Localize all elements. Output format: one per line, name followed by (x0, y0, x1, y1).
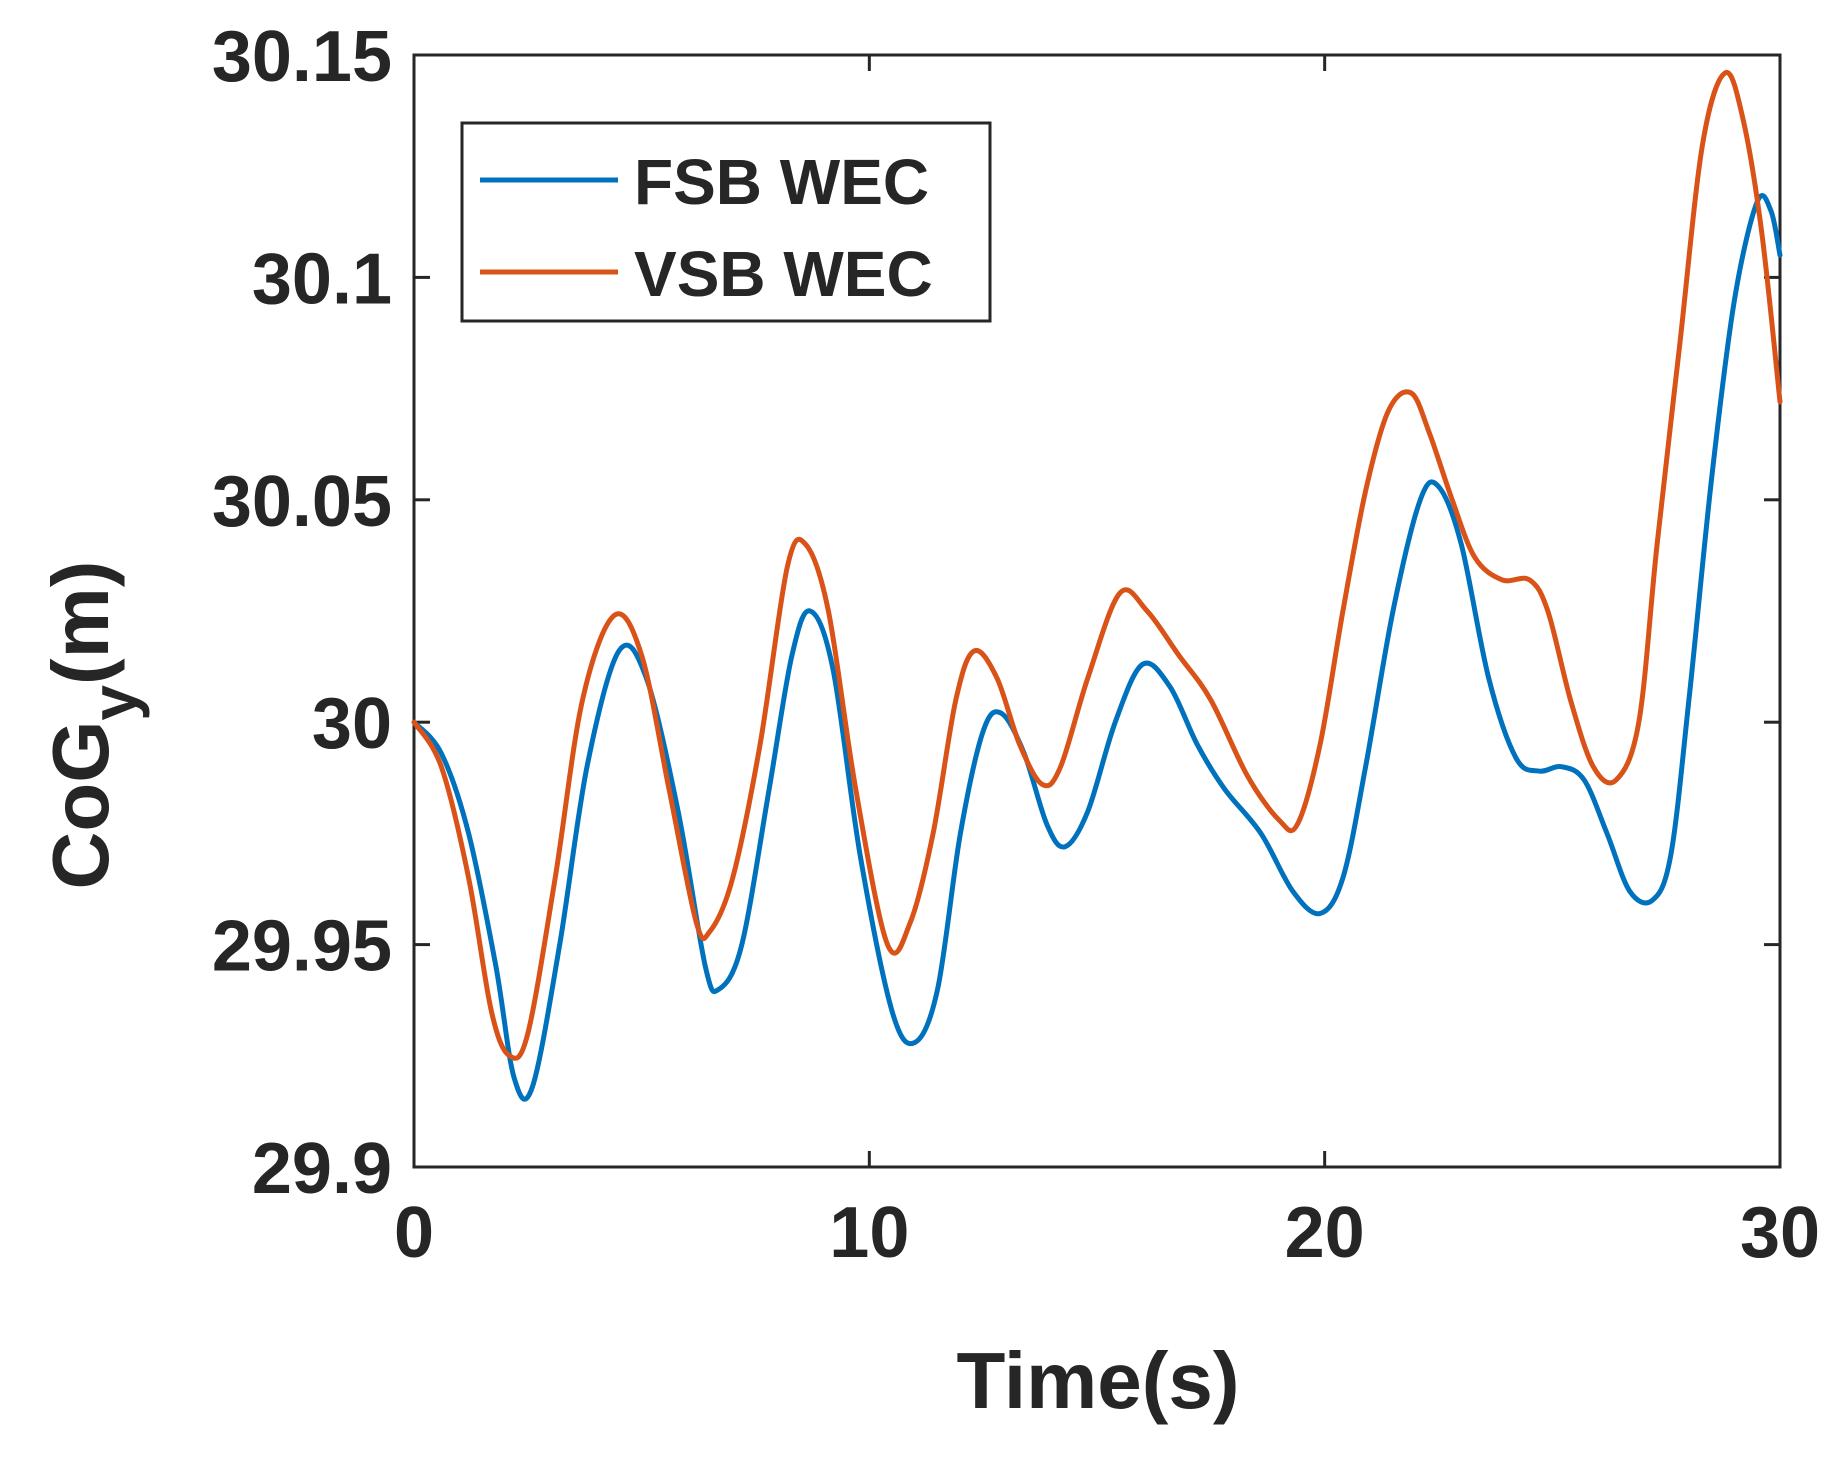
x-axis-label: Time(s) (956, 1336, 1239, 1425)
x-tick-label: 30 (1740, 1193, 1820, 1273)
y-tick-label: 30.15 (212, 17, 392, 97)
y-tick-label: 30 (312, 684, 392, 764)
y-tick-label: 30.05 (212, 462, 392, 542)
y-axis-label-main: CoG (36, 721, 125, 890)
x-tick-label: 0 (394, 1193, 434, 1273)
y-tick-label: 30.1 (252, 239, 392, 319)
plot-area-frame (412, 53, 1782, 1169)
y-axis-ticks: 29.9 29.95 30 30.05 30.1 30.15 (212, 17, 1780, 1209)
y-axis-label-subscript: y (78, 685, 150, 721)
axes-box (412, 53, 1782, 1169)
series-line-vsb-wec (411, 70, 1783, 1061)
legend: FSB WEC VSB WEC (460, 121, 992, 323)
x-tick-label: 10 (829, 1193, 909, 1273)
y-tick-label: 29.95 (212, 907, 392, 987)
y-tick-label: 29.9 (252, 1129, 392, 1209)
x-axis-ticks: 0 10 20 30 (394, 55, 1820, 1273)
x-tick-label: 20 (1285, 1193, 1365, 1273)
series-layer (411, 70, 1783, 1102)
legend-box (460, 121, 992, 323)
y-axis-label-unit: (m) (36, 561, 125, 685)
y-axis-label: CoGy(m) (36, 561, 150, 890)
legend-label-vsb: VSB WEC (634, 238, 933, 310)
legend-label-fsb: FSB WEC (634, 146, 929, 218)
